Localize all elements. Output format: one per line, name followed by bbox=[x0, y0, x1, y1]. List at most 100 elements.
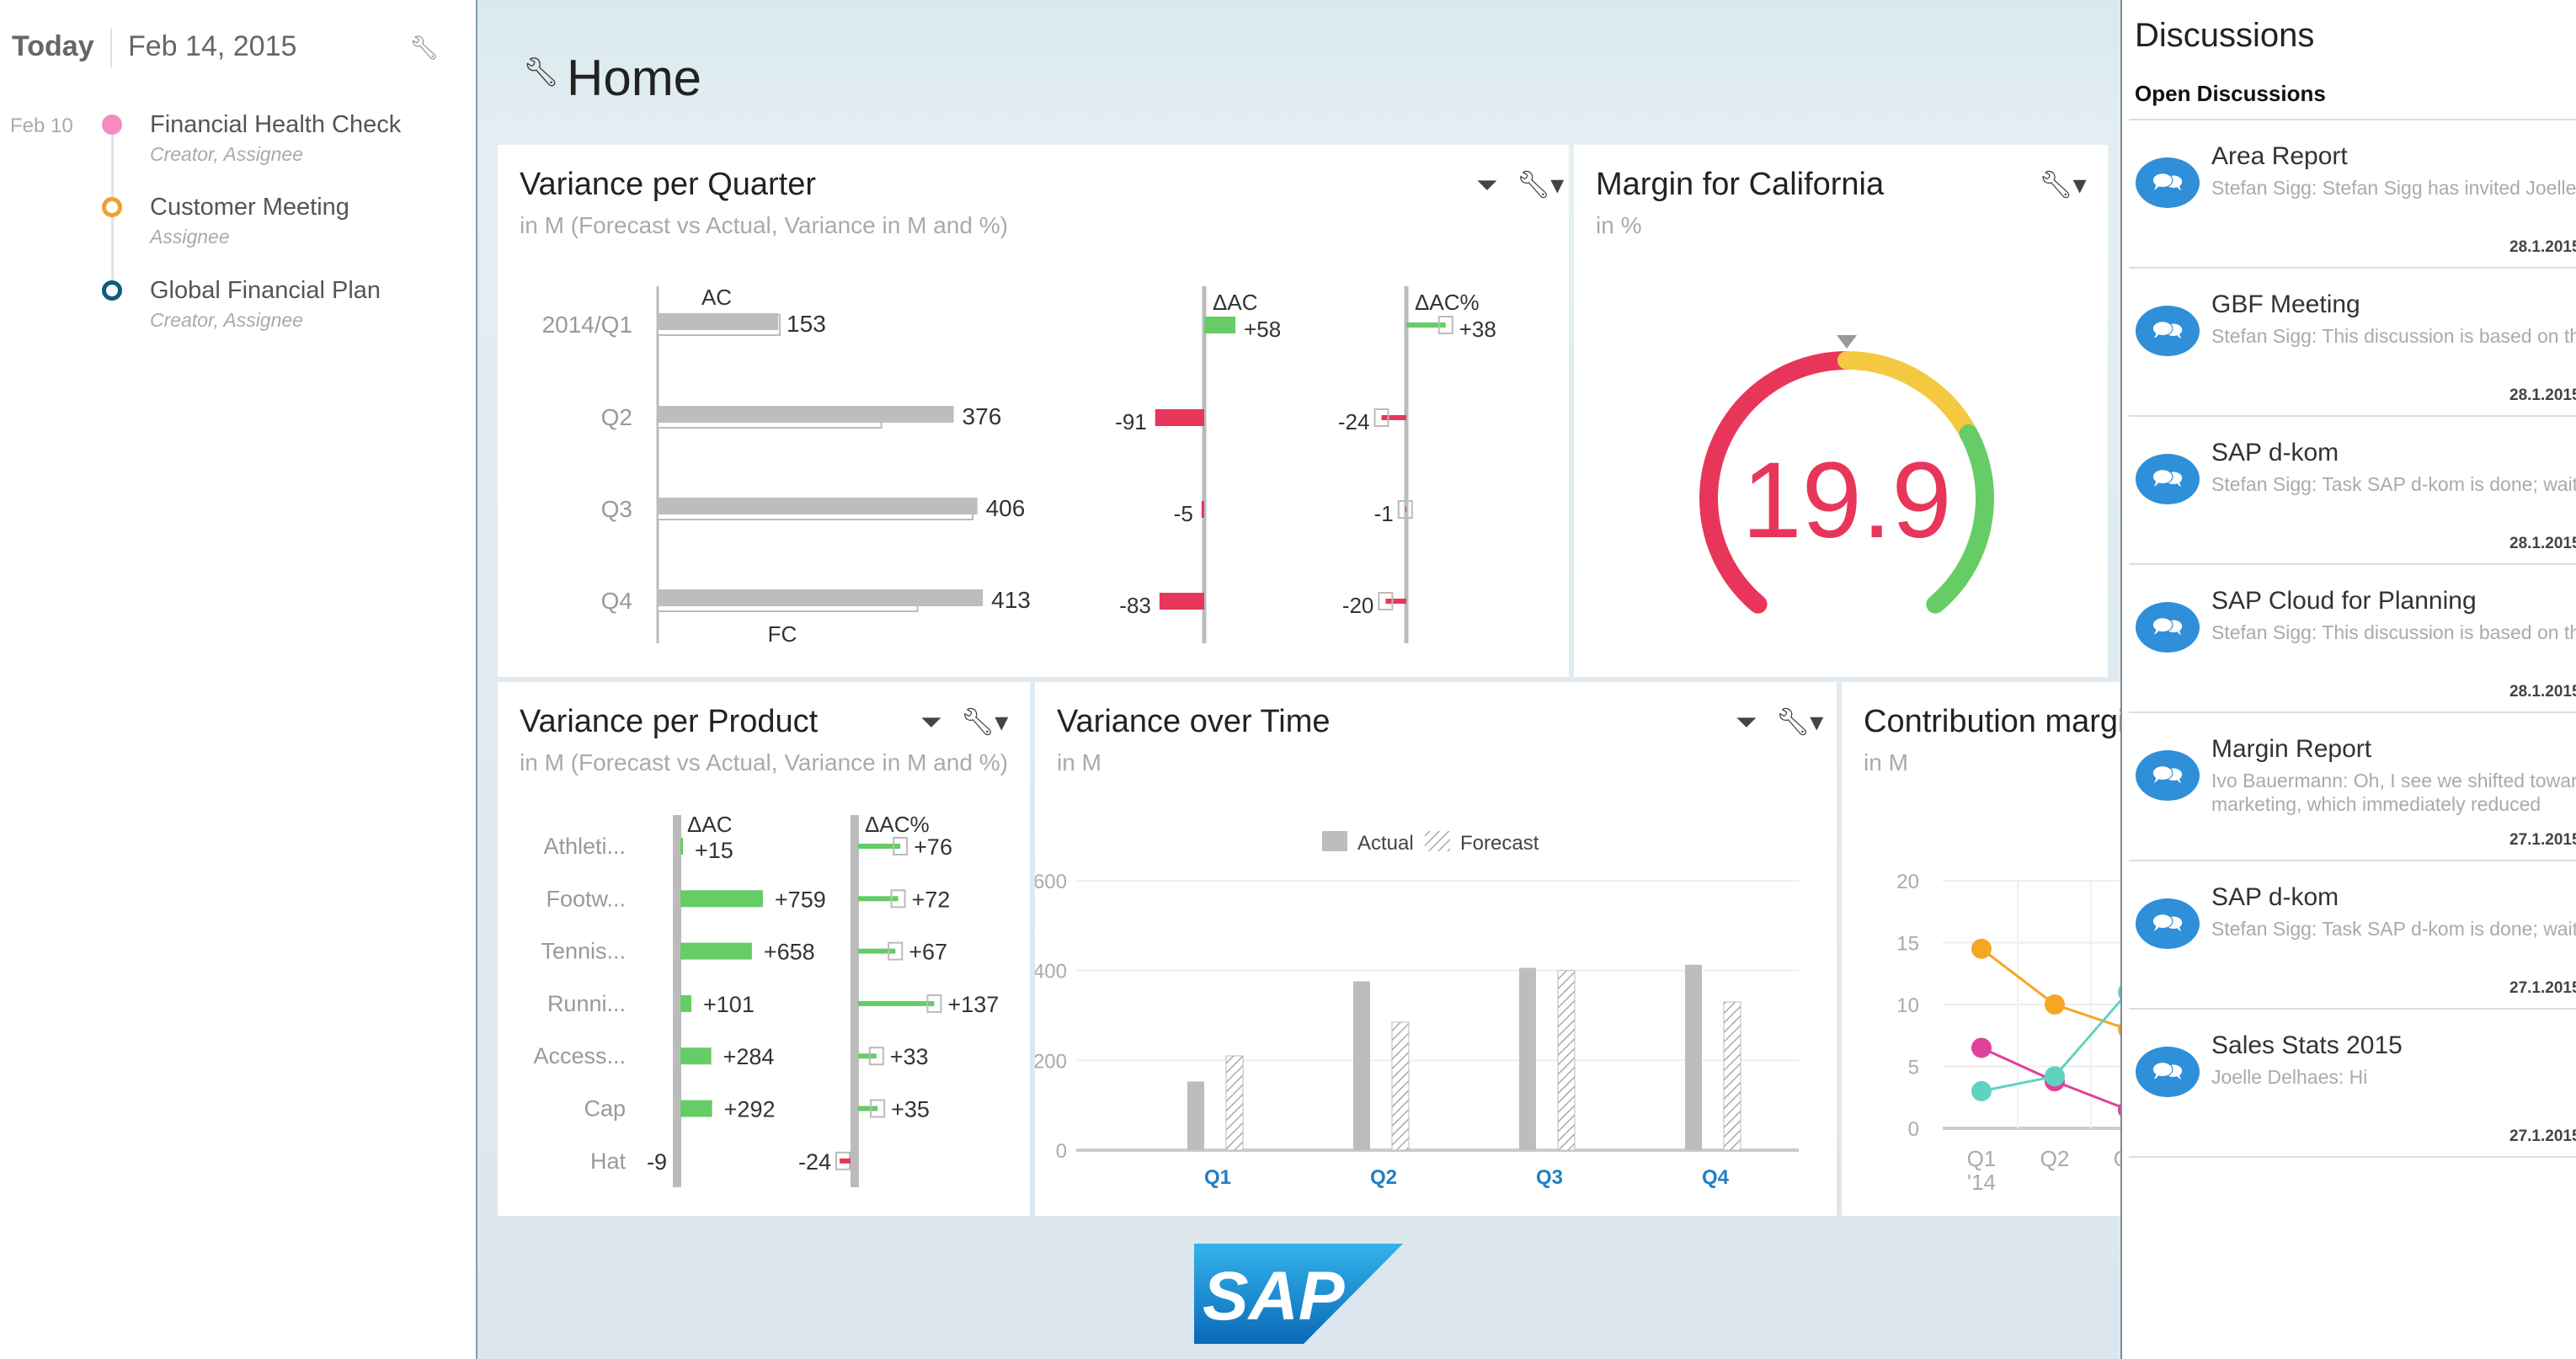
y-tick-label: 0 bbox=[1056, 1140, 1067, 1163]
delta-percent-pin bbox=[858, 844, 901, 849]
discussion-title: SAP Cloud for Planning bbox=[2211, 587, 2477, 615]
discussion-date: 28.1.2015 bbox=[2509, 535, 2576, 552]
series-point bbox=[2118, 985, 2120, 999]
legend-forecast-swatch bbox=[1425, 831, 1450, 851]
wrench-icon[interactable]: 🔧︎▾ bbox=[2039, 169, 2087, 200]
x-tick-label: Q2 bbox=[1370, 1166, 1397, 1189]
delta-value: -91 bbox=[1115, 409, 1147, 434]
category-label: Q2 bbox=[601, 404, 632, 430]
wrench-icon[interactable]: 🔧︎ bbox=[523, 56, 560, 88]
discussion-item[interactable]: 🗪︎ Margin Report Ivo Bauermann: Oh, I se… bbox=[2122, 713, 2576, 861]
delta-percent-pin bbox=[1406, 322, 1446, 328]
delta-value: -9 bbox=[647, 1149, 667, 1175]
wrench-icon[interactable]: 🔧︎▾ bbox=[960, 706, 1009, 737]
margin-gauge: 19.9 bbox=[1699, 335, 1994, 614]
gauge-segment bbox=[1837, 351, 1978, 444]
wrench-icon[interactable]: 🔧︎▾ bbox=[1775, 706, 1824, 737]
delta-percent-pin bbox=[1405, 507, 1406, 512]
delta-percent-value: +72 bbox=[912, 887, 951, 912]
delta-bar bbox=[1155, 409, 1204, 426]
divider bbox=[2129, 119, 2576, 120]
series-point bbox=[1971, 1037, 1992, 1058]
delta-percent-value: +33 bbox=[890, 1044, 929, 1069]
discussion-item[interactable]: 🗪︎ GBF Meeting Stefan Sigg: This discuss… bbox=[2122, 269, 2576, 417]
chat-bubbles-icon: 🗪︎ bbox=[2136, 454, 2200, 504]
card-title: Variance per Product bbox=[520, 704, 819, 739]
discussion-item[interactable]: 🗪︎ Area Report Stefan Sigg: Stefan Sigg … bbox=[2122, 120, 2576, 269]
delta-ac-label: ΔAC bbox=[687, 812, 733, 837]
delta-percent-value: +38 bbox=[1459, 317, 1496, 342]
filter-icon[interactable]: ⏷ bbox=[1736, 706, 1757, 737]
delta-value: -5 bbox=[1174, 501, 1193, 526]
discussion-title: Margin Report bbox=[2211, 735, 2372, 763]
series-line bbox=[1981, 947, 2120, 1028]
discussion-item[interactable]: 🗪︎ SAP d-kom Stefan Sigg: Task SAP d-kom… bbox=[2122, 417, 2576, 565]
discussion-title: SAP d-kom bbox=[2211, 883, 2339, 911]
ac-bar bbox=[658, 498, 978, 514]
timeline-item-roles: Creator, Assignee bbox=[150, 309, 303, 331]
series-point bbox=[2045, 1066, 2065, 1087]
y-tick-label: 10 bbox=[1896, 994, 1919, 1017]
discussion-item[interactable]: 🗪︎ SAP Cloud for Planning Stefan Sigg: T… bbox=[2122, 565, 2576, 713]
delta-percent-marker bbox=[890, 889, 906, 909]
variance-per-quarter-card[interactable]: Variance per Quarter in M (Forecast vs A… bbox=[498, 145, 1569, 677]
wrench-icon[interactable]: 🔧︎ bbox=[409, 35, 440, 61]
timeline-item-title[interactable]: Customer Meeting bbox=[150, 194, 349, 221]
actual-bar bbox=[1685, 964, 1702, 1150]
x-tick-label: Q4 bbox=[1702, 1166, 1730, 1189]
margin-card[interactable]: Margin for California in % 🔧︎▾ 19.9 bbox=[1574, 145, 2108, 677]
delta-percent-marker bbox=[870, 1099, 886, 1118]
card-title: Variance over Time bbox=[1057, 704, 1331, 739]
discussion-message: Stefan Sigg: This discussion is based on… bbox=[2211, 621, 2576, 643]
delta-percent-pin bbox=[858, 896, 899, 902]
category-label: Footw... bbox=[546, 886, 626, 911]
category-label: Hat bbox=[590, 1148, 627, 1174]
filter-icon[interactable]: ⏷ bbox=[1476, 169, 1498, 200]
timeline-item-title[interactable]: Financial Health Check bbox=[150, 111, 402, 138]
series-point bbox=[1971, 1080, 1992, 1101]
delta-percent-pin bbox=[840, 1158, 851, 1164]
delta-percent-marker bbox=[1397, 500, 1413, 519]
delta-value: +58 bbox=[1244, 317, 1281, 342]
forecast-bar bbox=[1557, 970, 1576, 1151]
discussion-message: Stefan Sigg: This discussion is based on… bbox=[2211, 325, 2576, 347]
ac-value: 406 bbox=[986, 495, 1026, 521]
timeline-dot-icon bbox=[102, 280, 122, 301]
delta-percent-pin bbox=[858, 1000, 935, 1006]
delta-ac-percent-label: ΔAC% bbox=[1415, 290, 1480, 315]
delta-percent-value: +137 bbox=[947, 992, 999, 1017]
delta-percent-value: -24 bbox=[798, 1149, 831, 1175]
card-title: Margin for California bbox=[1596, 167, 1885, 202]
discussion-title: Sales Stats 2015 bbox=[2211, 1031, 2403, 1059]
delta-ac-percent-label: ΔAC% bbox=[865, 812, 930, 837]
timeline-dot-icon bbox=[102, 115, 122, 135]
x-tick-label: Q1 bbox=[1967, 1146, 1997, 1171]
delta-bar bbox=[680, 890, 763, 908]
contribution-margin-card[interactable]: Contribution margin in M 0 5 10 15 20 Q1'14 Q2… bbox=[1842, 682, 2120, 1216]
ac-bar bbox=[658, 406, 954, 423]
card-subtitle: in M bbox=[1057, 749, 1101, 775]
x-tick-label: Q2 bbox=[2040, 1146, 2070, 1171]
page-title: Home bbox=[567, 50, 702, 106]
discussion-date: 27.1.2015 1 bbox=[2509, 1127, 2576, 1145]
y-tick-label: 400 bbox=[1035, 961, 1067, 983]
variance-over-time-card[interactable]: Variance over Time in M ⏷ 🔧︎▾ 0 200 400 600 A… bbox=[1035, 682, 1837, 1216]
logo-text: SAP bbox=[1203, 1258, 1345, 1335]
delta-bar bbox=[680, 1100, 712, 1117]
category-label: Cap bbox=[584, 1096, 626, 1122]
discussion-item[interactable]: 🗪︎ SAP d-kom Stefan Sigg: Task SAP d-kom… bbox=[2122, 861, 2576, 1010]
wrench-icon[interactable]: 🔧︎▾ bbox=[1516, 169, 1565, 200]
timeline-dot-icon bbox=[102, 197, 122, 217]
delta-value: +292 bbox=[724, 1097, 776, 1122]
chat-bubbles-icon: 🗪︎ bbox=[2136, 1047, 2200, 1097]
variance-per-product-card[interactable]: Variance per Product in M (Forecast vs A… bbox=[498, 682, 1030, 1216]
timeline-item-title[interactable]: Global Financial Plan bbox=[150, 277, 381, 304]
forecast-bar bbox=[1391, 1021, 1410, 1151]
actual-bar bbox=[1353, 981, 1370, 1150]
x-tick-label: Q1 bbox=[1204, 1166, 1231, 1189]
discussion-item[interactable]: 🗪︎ Sales Stats 2015 Joelle Delhaes: Hi 2… bbox=[2122, 1010, 2576, 1158]
category-label: Athleti... bbox=[543, 834, 626, 859]
delta-value: +284 bbox=[723, 1044, 775, 1069]
delta-bar bbox=[680, 994, 692, 1012]
filter-icon[interactable]: ⏷ bbox=[920, 706, 942, 737]
